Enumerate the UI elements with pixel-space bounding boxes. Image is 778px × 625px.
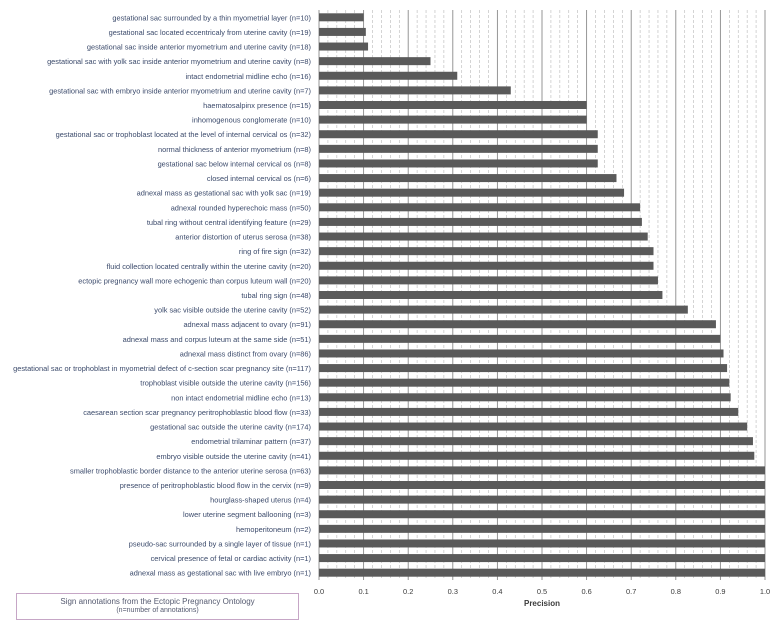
category-label: normal thickness of anterior myometrium … xyxy=(158,145,311,154)
category-label: endometrial trilaminar pattern (n=37) xyxy=(191,437,311,446)
bar xyxy=(319,130,598,139)
bar xyxy=(319,276,658,285)
bar xyxy=(319,71,458,80)
bars xyxy=(319,13,765,577)
x-tick-label: 0.5 xyxy=(537,587,547,596)
category-label: gestational sac below internal cervical … xyxy=(158,159,311,168)
category-label: yolk sac visible outside the uterine cav… xyxy=(154,306,311,315)
bar xyxy=(319,378,730,387)
bar xyxy=(319,364,728,373)
category-label: cervical presence of fetal or cardiac ac… xyxy=(151,554,311,563)
x-tick-label: 0.7 xyxy=(626,587,636,596)
category-label: adnexal rounded hyperechoic mass (n=50) xyxy=(171,203,311,212)
category-label: gestational sac located eccentricaly fro… xyxy=(109,28,311,37)
category-label: adnexal mass and corpus luteum at the sa… xyxy=(123,335,311,344)
category-label: gestational sac outside the uterine cavi… xyxy=(150,423,311,432)
bar xyxy=(319,568,765,577)
bar xyxy=(319,451,755,460)
x-tick-label: 0.0 xyxy=(314,587,324,596)
bar xyxy=(319,407,739,416)
bar xyxy=(319,495,765,504)
category-label: caesarean section scar pregnancy peritro… xyxy=(83,408,311,417)
category-label: adnexal mass as gestational sac with liv… xyxy=(130,569,311,578)
bar xyxy=(319,203,641,212)
bar xyxy=(319,174,617,183)
bar xyxy=(319,247,654,256)
category-label: gestational sac with yolk sac inside ant… xyxy=(47,57,311,66)
x-tick-label: 0.2 xyxy=(403,587,413,596)
x-tick-label: 0.8 xyxy=(671,587,681,596)
legend-box: Sign annotations from the Ectopic Pregna… xyxy=(16,593,299,620)
category-label: tubal ring without central identifying f… xyxy=(147,218,311,227)
x-tick-label: 1.0 xyxy=(760,587,770,596)
x-axis-title: Precision xyxy=(524,599,560,608)
category-label: closed internal cervical os (n=6) xyxy=(207,174,311,183)
legend-subtitle: (n=number of annotations) xyxy=(116,607,199,614)
bar xyxy=(319,86,511,95)
x-tick-label: 0.9 xyxy=(715,587,725,596)
category-label: tubal ring sign (n=48) xyxy=(241,291,311,300)
category-label: lower uterine segment ballooning (n=3) xyxy=(183,510,311,519)
bar xyxy=(319,334,721,343)
bar xyxy=(319,42,369,51)
bar xyxy=(319,422,748,431)
category-labels: gestational sac surrounded by a thin myo… xyxy=(13,13,311,577)
bar xyxy=(319,510,765,519)
bar xyxy=(319,305,688,314)
x-tick-label: 0.6 xyxy=(581,587,591,596)
bar xyxy=(319,524,765,533)
x-tick-label: 0.4 xyxy=(492,587,502,596)
bar xyxy=(319,217,642,226)
bar xyxy=(319,320,716,329)
bar xyxy=(319,437,753,446)
bar xyxy=(319,466,765,475)
category-label: smaller trophoblastic border distance to… xyxy=(70,466,311,475)
category-label: gestational sac with embryo inside anter… xyxy=(49,86,311,95)
category-label: gestational sac or trophoblast located a… xyxy=(56,130,311,139)
x-tick-label: 0.1 xyxy=(358,587,368,596)
category-label: hourglass-shaped uterus (n=4) xyxy=(210,496,311,505)
category-label: anterior distortion of uterus serosa (n=… xyxy=(175,233,311,242)
bar xyxy=(319,349,724,358)
bar xyxy=(319,539,765,548)
bar xyxy=(319,115,587,124)
category-label: hemoperitoneum (n=2) xyxy=(236,525,311,534)
bar xyxy=(319,261,654,270)
category-label: ring of fire sign (n=32) xyxy=(239,247,311,256)
x-tick-label: 0.3 xyxy=(448,587,458,596)
category-label: ectopic pregnancy wall more echogenic th… xyxy=(78,276,311,285)
bar xyxy=(319,13,364,22)
category-label: adnexal mass as gestational sac with yol… xyxy=(137,189,311,198)
bar xyxy=(319,144,598,153)
category-label: presence of peritrophoblastic blood flow… xyxy=(120,481,311,490)
category-label: gestational sac surrounded by a thin myo… xyxy=(112,13,311,22)
category-label: intact endometrial midline echo (n=16) xyxy=(185,72,311,81)
bar xyxy=(319,27,366,36)
category-label: fluid collection located centrally withi… xyxy=(107,262,311,271)
bar xyxy=(319,291,663,299)
category-label: adnexal mass distinct from ovary (n=86) xyxy=(180,349,311,358)
x-axis-ticks: 0.0 0.1 0.2 0.3 0.4 0.5 0.6 0.7 0.8 0.9 1.0 xyxy=(314,587,770,596)
bar xyxy=(319,57,431,66)
category-label: pseudo-sac surrounded by a single layer … xyxy=(129,539,311,548)
category-label: gestational sac or trophoblast in myomet… xyxy=(13,364,311,373)
category-label: trophoblast visible outside the uterine … xyxy=(140,379,311,388)
bar xyxy=(319,101,587,109)
bar xyxy=(319,232,648,241)
legend-title: Sign annotations from the Ectopic Pregna… xyxy=(60,597,255,606)
bar xyxy=(319,481,765,489)
bar xyxy=(319,393,731,402)
category-label: gestational sac inside anterior myometri… xyxy=(87,43,311,52)
bar xyxy=(319,188,625,197)
bar xyxy=(319,554,765,563)
category-label: non intact endometrial midline echo (n=1… xyxy=(171,393,311,402)
category-label: inhomogenous conglomerate (n=10) xyxy=(192,116,311,125)
category-label: haematosalpinx presence (n=15) xyxy=(203,101,311,110)
bar xyxy=(319,159,598,168)
category-label: embryo visible outside the uterine cavit… xyxy=(156,452,311,461)
category-label: adnexal mass adjacent to ovary (n=91) xyxy=(183,320,311,329)
